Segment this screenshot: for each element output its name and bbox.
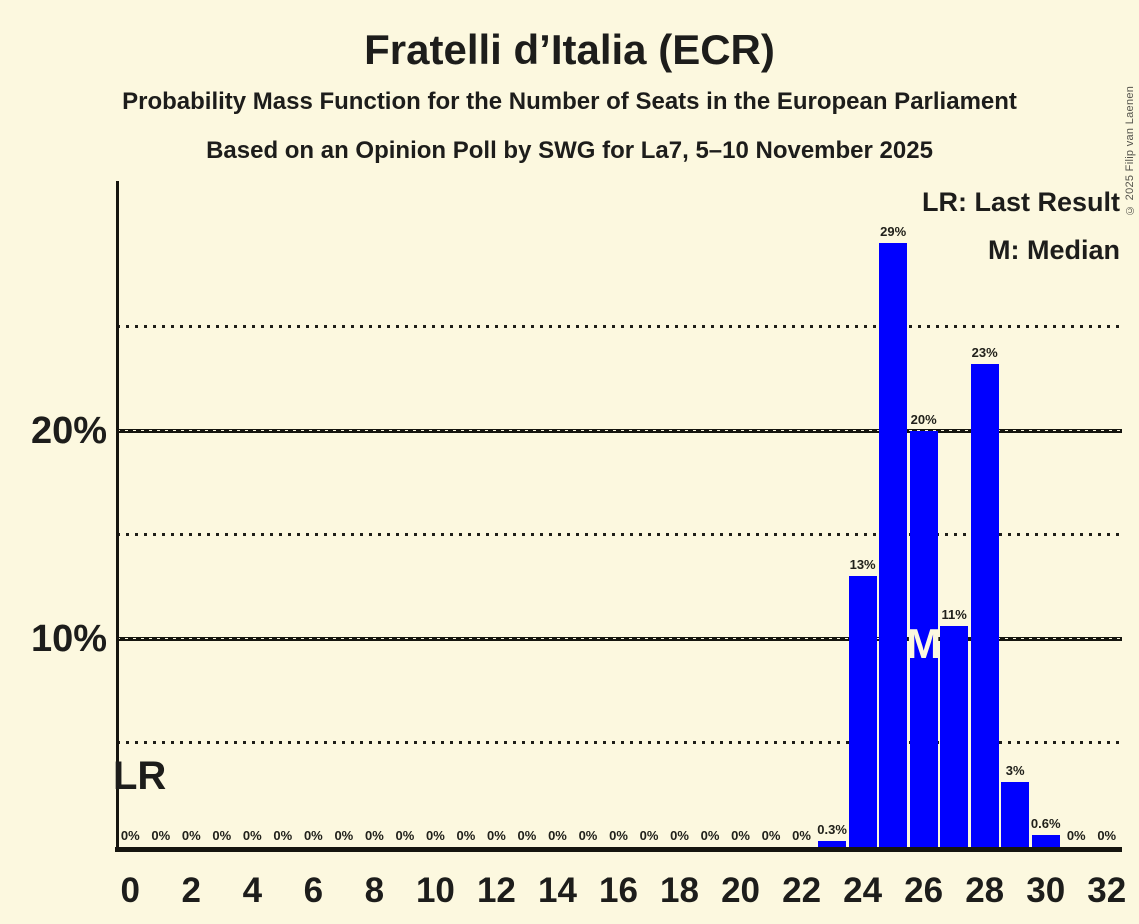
x-tick-label-0: 0 [120,871,140,910]
bar-label-seats-27: 11% [941,607,967,623]
copyright-notice: © 2025 Filip van Laenen [1124,85,1136,216]
bar-label-seats-30: 0.6% [1030,815,1061,831]
legend-median: M: Median [988,235,1120,265]
bar-label-seats-1: 0% [151,828,171,843]
x-tick-label-6: 6 [303,871,324,910]
bar-label-seats-26: 20% [910,411,937,427]
bar-seats-30 [1031,834,1060,847]
bar-label-seats-32: 0% [1097,828,1117,843]
x-tick-label-20: 20 [721,871,761,910]
x-tick-label-16: 16 [599,871,638,910]
x-tick-label-30: 30 [1026,871,1066,910]
bar-label-seats-3: 0% [212,828,232,843]
bar-label-seats-29: 3% [1005,763,1025,779]
chart-plot-area: 0% 0% 0% 0% 0% 0% 0% 0% 0% 0% 0% 0% 0% 0% 0% 0% 0% 0% 0% 0%… [113,181,1126,909]
x-tick-label-26: 26 [904,871,944,910]
median-annotation: M [906,620,942,667]
bar-label-seats-18: 0% [670,828,689,843]
bar-label-seats-8: 0% [364,828,384,843]
bar-seats-27 [940,626,969,847]
x-tick-label-10: 10 [415,871,455,910]
bar-label-seats-31: 0% [1066,828,1086,843]
x-tick-label-4: 4 [242,871,263,910]
bar-label-seats-2: 0% [181,828,201,843]
x-tick-label-12: 12 [476,871,516,910]
bar-label-seats-17: 0% [639,828,659,843]
legend-last-result: LR: Last Result [921,187,1120,217]
bar-label-seats-6: 0% [303,828,323,843]
bar-label-seats-13: 0% [517,828,537,843]
bar-label-seats-22: 0% [792,828,811,843]
x-tick-label-32: 32 [1087,871,1127,910]
bar-label-seats-4: 0% [242,828,262,843]
bar-label-seats-7: 0% [334,828,354,843]
bar-label-seats-12: 0% [487,828,506,843]
gridline-solid-10 [117,636,1122,641]
chart-subtitle: Probability Mass Function for the Number… [122,88,1017,115]
bar-label-seats-9: 0% [395,828,415,843]
gridline-dotted-15 [117,532,1122,536]
y-axis-line [116,181,119,852]
x-tick-label-22: 22 [782,871,822,910]
bar-label-seats-25: 29% [880,224,907,240]
x-axis-line [115,847,1122,852]
chart-poll-source: Based on an Opinion Poll by SWG for La7,… [206,137,933,164]
bar-seats-28 [970,364,999,847]
bar-label-seats-14: 0% [548,828,567,843]
gridline-dotted-25 [117,324,1122,328]
bar-label-seats-20: 0% [731,828,750,843]
bar-label-seats-21: 0% [761,828,781,843]
bar-label-seats-11: 0% [456,828,476,843]
y-tick-label-20: 20% [30,409,107,452]
bar-label-seats-28: 23% [971,345,998,361]
x-tick-label-28: 28 [965,871,1005,910]
bar-seats-25 [879,243,908,847]
x-tick-label-18: 18 [660,871,699,910]
bar-label-seats-16: 0% [609,828,628,843]
bar-label-seats-23: 0.3% [817,821,847,837]
bar-label-seats-24: 13% [849,557,876,573]
bar-seats-23 [818,840,847,847]
x-tick-label-24: 24 [843,871,883,910]
bar-seats-26 [909,430,938,847]
y-tick-label-10: 10% [30,617,107,660]
bar-label-seats-19: 0% [700,828,720,843]
bar-label-seats-5: 0% [273,828,293,843]
chart-title: Fratelli d’Italia (ECR) [364,26,775,73]
x-tick-label-8: 8 [364,871,385,910]
bar-label-seats-10: 0% [426,828,445,843]
bar-seats-24 [848,576,877,847]
bar-label-seats-0: 0% [120,828,140,843]
x-tick-label-2: 2 [181,871,202,910]
bar-seats-29 [1001,782,1030,847]
chart-legend: LR: Last Result M: Median [922,178,1120,274]
gridline-dotted-5 [117,740,1122,744]
x-tick-label-14: 14 [538,871,577,910]
gridline-solid-20 [117,428,1122,433]
bar-label-seats-15: 0% [578,828,598,843]
last-result-annotation: LR [113,754,167,798]
